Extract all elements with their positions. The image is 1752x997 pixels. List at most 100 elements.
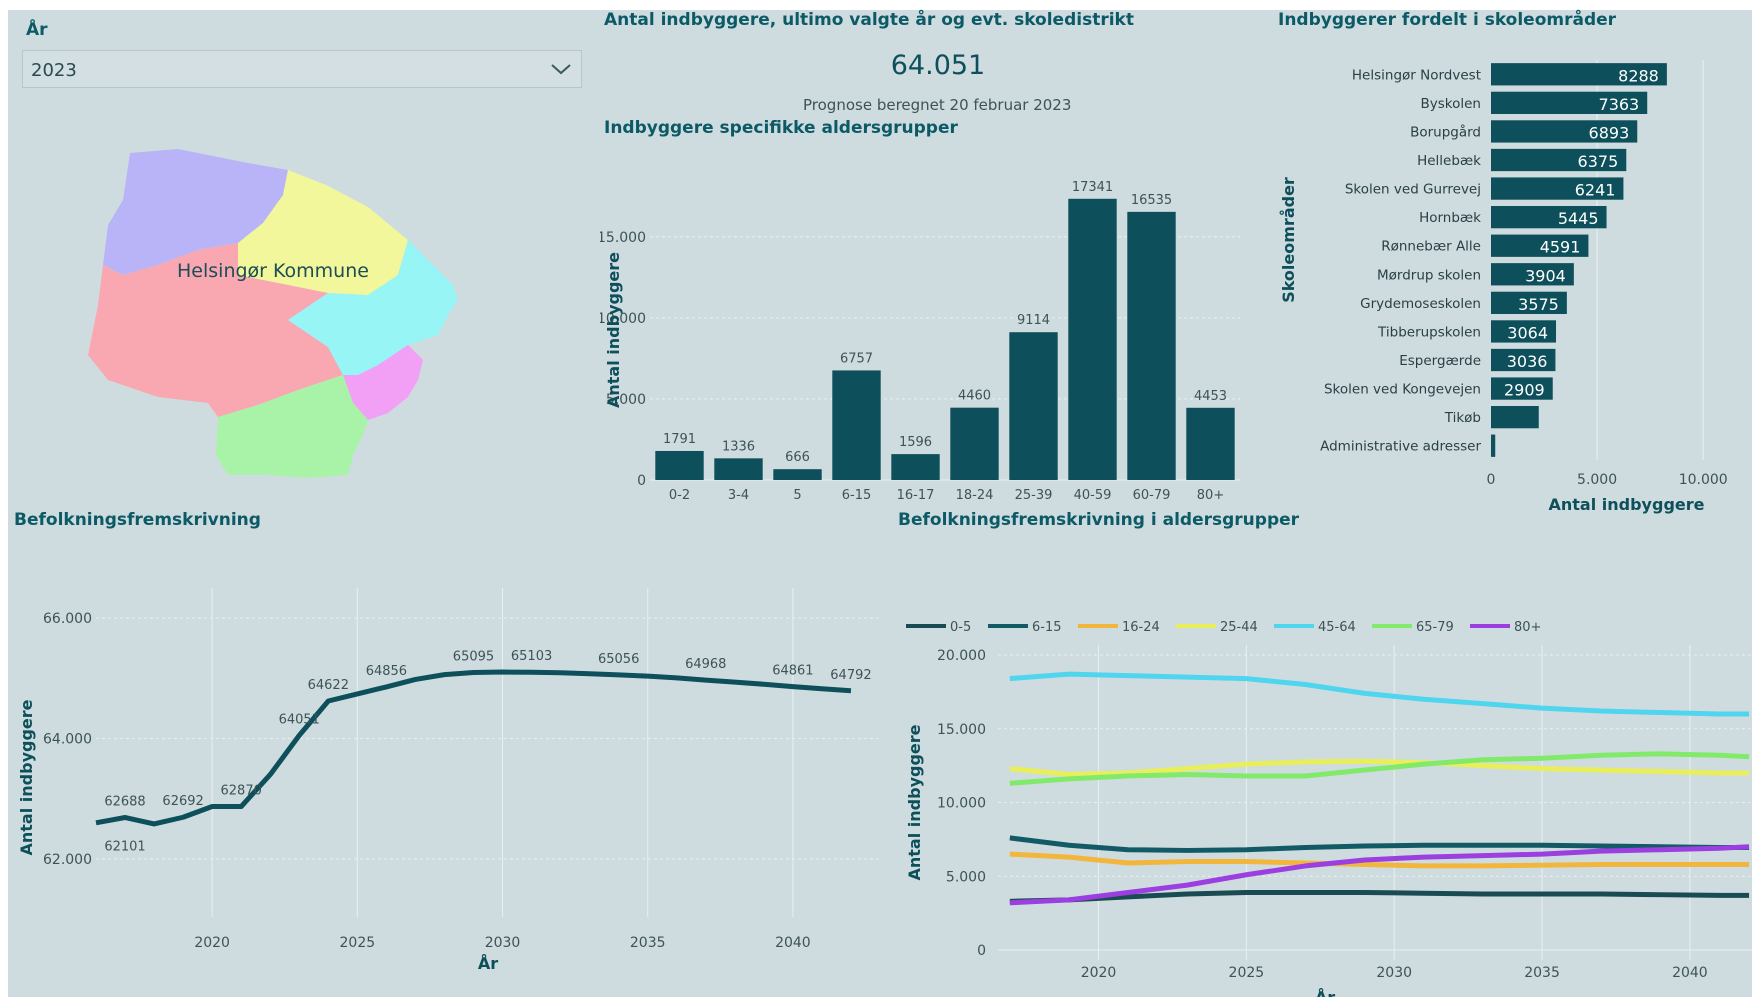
age-chart-title: Indbyggere specifikke aldersgrupper	[604, 118, 958, 138]
school-category-label: Helsingør Nordvest	[1352, 67, 1481, 83]
school-chart-title: Indbyggerer fordelt i skoleområder	[1278, 10, 1617, 30]
dashboard-canvas: År 2023 Helsingør Kommune Antal indbygge…	[8, 10, 1752, 997]
municipality-map[interactable]: Helsingør Kommune	[78, 135, 518, 495]
age-bar-label: 1596	[899, 435, 932, 450]
groups-series-line	[1009, 889, 1750, 904]
school-bar	[1491, 377, 1553, 400]
map-region-north[interactable]	[238, 170, 408, 295]
projection-chart-title: Befolkningsfremskrivning	[14, 510, 261, 530]
age-bar-label: 666	[785, 450, 810, 465]
school-bar	[1491, 263, 1574, 286]
map-region-northwest[interactable]	[103, 149, 288, 275]
agegroups-chart-title: Befolkningsfremskrivning i aldersgrupper	[898, 510, 1300, 530]
proj-xtick-label: 2030	[485, 935, 521, 951]
age-xtick-label: 5	[793, 488, 801, 503]
age-xtick-label: 60-79	[1133, 488, 1171, 503]
school-category-label: Byskolen	[1421, 96, 1482, 112]
school-bar	[1491, 148, 1627, 172]
age-bar	[1068, 198, 1117, 480]
proj-data-label: 62101	[104, 839, 145, 854]
chevron-down-icon[interactable]	[549, 57, 573, 85]
school-bar	[1491, 63, 1667, 86]
proj-data-label: 64792	[830, 668, 871, 683]
proj-ytick-label: 64.000	[43, 731, 92, 747]
age-bar	[714, 458, 763, 480]
projection-line-chart: 62.000 64.000 66.000 2020 2025 2030 2035 2040 62…	[17, 588, 880, 973]
school-bar	[1491, 291, 1567, 314]
age-xtick-label: 6-15	[842, 488, 872, 503]
age-xtick-label: 80+	[1197, 488, 1224, 503]
proj-data-label: 62688	[104, 794, 145, 809]
groups-legend-label: 65-79	[1416, 620, 1454, 635]
groups-xtick-label: 2040	[1672, 965, 1708, 981]
school-bar	[1491, 120, 1638, 143]
age-bar	[1009, 332, 1058, 480]
map-region-east[interactable]	[288, 240, 458, 375]
age-ytick-label: 15.000	[600, 230, 646, 246]
school-category-label: Tibberupskolen	[1377, 324, 1481, 340]
school-bar	[1491, 177, 1624, 200]
school-bar-label: 6893	[1589, 123, 1630, 142]
groups-legend-label: 0-5	[950, 620, 971, 635]
groups-series-line	[1009, 751, 1750, 786]
groups-ytick-label: 20.000	[937, 648, 986, 664]
school-category-label: Mørdrup skolen	[1377, 267, 1481, 283]
groups-legend-label: 25-44	[1220, 620, 1258, 635]
map-region-west[interactable]	[88, 243, 343, 417]
groups-legend-label: 6-15	[1032, 620, 1062, 635]
map-region-south[interactable]	[216, 375, 368, 478]
school-xtick-label: 10.000	[1679, 472, 1728, 488]
school-category-label: Tikøb	[1444, 410, 1481, 426]
groups-xtick-label: 2035	[1524, 965, 1560, 981]
year-dropdown[interactable]: 2023	[22, 50, 582, 88]
school-xtick-label: 0	[1487, 472, 1496, 488]
groups-series-line	[1009, 851, 1750, 869]
proj-data-label: 65103	[511, 649, 552, 664]
school-bar-label: 6241	[1575, 181, 1616, 200]
age-bar	[891, 454, 940, 480]
age-bar-label: 6757	[840, 351, 873, 366]
school-bar-label: 2909	[1504, 381, 1545, 400]
age-bar-label: 4453	[1194, 389, 1227, 404]
age-xtick-label: 40-59	[1074, 488, 1112, 503]
school-bar	[1491, 434, 1496, 457]
map-label: Helsingør Kommune	[177, 260, 369, 282]
groups-ytick-label: 10.000	[937, 796, 986, 812]
proj-data-label: 64968	[685, 657, 726, 672]
groups-series-line	[1009, 835, 1750, 853]
school-bar-label: 3575	[1518, 295, 1559, 314]
school-category-label: Hellebæk	[1417, 153, 1481, 169]
groups-legend-label: 45-64	[1318, 620, 1356, 635]
groups-xtick-label: 2030	[1376, 965, 1412, 981]
proj-data-label: 64622	[308, 678, 349, 693]
age-bar-label: 1791	[663, 432, 696, 447]
age-xtick-label: 16-17	[897, 488, 935, 503]
groups-series-line	[1009, 758, 1750, 777]
groups-ytick-label: 15.000	[937, 722, 986, 738]
proj-xlabel: År	[478, 954, 498, 973]
groups-xtick-label: 2020	[1081, 965, 1117, 981]
school-category-label: Administrative adresser	[1320, 439, 1481, 455]
school-bar-label: 8288	[1618, 66, 1659, 85]
school-bar-label: 3064	[1507, 323, 1548, 342]
age-xtick-label: 3-4	[728, 488, 749, 503]
age-bar-label: 9114	[1017, 313, 1050, 328]
school-bar	[1491, 348, 1556, 372]
map-region-southeast[interactable]	[343, 345, 423, 420]
school-bar-label: 3036	[1507, 352, 1548, 371]
proj-xtick-label: 2040	[775, 935, 811, 951]
school-bar	[1491, 406, 1539, 429]
agegroup-line-chart: 0 5.000 10.000 15.000 20.000 2020 2025 2030 2035…	[905, 620, 1752, 997]
school-bar	[1491, 91, 1648, 114]
age-ytick-label: 0	[637, 473, 646, 489]
school-category-label: Hornbæk	[1419, 210, 1481, 226]
school-category-label: Rønnebær Alle	[1381, 239, 1481, 255]
age-bar	[773, 469, 822, 480]
groups-xtick-label: 2025	[1229, 965, 1265, 981]
school-category-label: Borupgård	[1410, 123, 1481, 140]
groups-ylabel: Antal indbyggere	[905, 724, 924, 880]
proj-xtick-label: 2025	[340, 935, 376, 951]
groups-legend-label: 16-24	[1122, 620, 1160, 635]
age-ytick-label: 5.000	[606, 392, 646, 408]
school-bar	[1491, 234, 1589, 257]
